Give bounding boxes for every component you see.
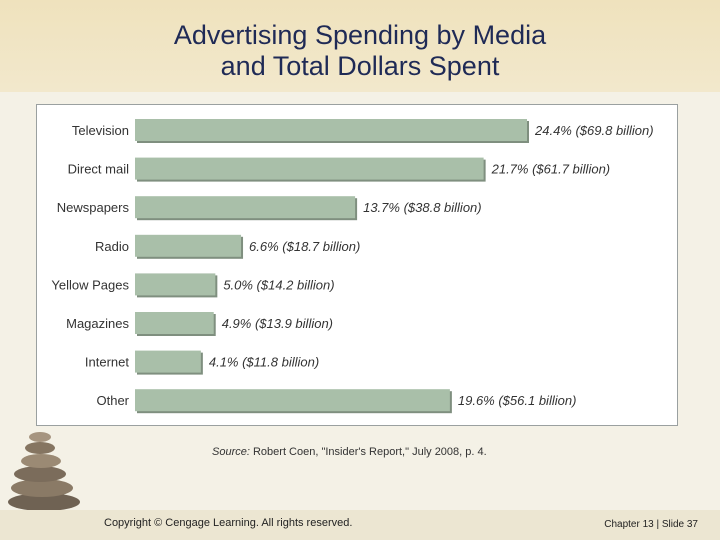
data-label: 24.4% ($69.8 billion) bbox=[534, 123, 654, 138]
data-label: 5.0% ($14.2 billion) bbox=[223, 277, 334, 292]
category-label: Other bbox=[96, 393, 129, 408]
data-label: 4.9% ($13.9 billion) bbox=[222, 316, 333, 331]
bar bbox=[135, 234, 242, 257]
bar-chart: Television 24.4% ($69.8 billion) Direct ma… bbox=[51, 119, 654, 414]
bar bbox=[135, 350, 201, 373]
category-label: Television bbox=[72, 123, 129, 138]
slide-title: Advertising Spending by Media and Total … bbox=[0, 20, 720, 82]
bar bbox=[135, 273, 216, 296]
data-label: 4.1% ($11.8 billion) bbox=[209, 355, 319, 370]
category-label: Direct mail bbox=[68, 162, 130, 177]
slide-number: Chapter 13 | Slide 37 bbox=[604, 519, 698, 530]
data-label: 21.7% ($61.7 billion) bbox=[491, 162, 611, 177]
data-label: 13.7% ($38.8 billion) bbox=[363, 200, 482, 215]
title-line-2: and Total Dollars Spent bbox=[220, 51, 500, 81]
category-label: Internet bbox=[85, 355, 129, 370]
bar bbox=[135, 312, 214, 334]
title-band bbox=[0, 0, 720, 92]
stones-illustration bbox=[8, 432, 80, 511]
data-label: 19.6% ($56.1 billion) bbox=[458, 393, 577, 408]
footer-band bbox=[0, 510, 720, 540]
copyright-text: Copyright © Cengage Learning. All rights… bbox=[104, 517, 353, 529]
category-label: Magazines bbox=[66, 316, 129, 331]
category-label: Newspapers bbox=[57, 200, 130, 215]
bar bbox=[135, 196, 356, 219]
category-label: Radio bbox=[95, 239, 129, 254]
title-line-1: Advertising Spending by Media bbox=[173, 20, 547, 50]
source-note: Source: Robert Coen, "Insider's Report,"… bbox=[212, 446, 487, 458]
category-label: Yellow Pages bbox=[51, 277, 129, 292]
source-text: Robert Coen, "Insider's Report," July 20… bbox=[252, 446, 487, 458]
bar bbox=[135, 119, 527, 141]
data-label: 6.6% ($18.7 billion) bbox=[249, 239, 360, 254]
bar bbox=[135, 389, 450, 412]
chart-container: Television 24.4% ($69.8 billion) Direct ma… bbox=[36, 104, 678, 426]
source-label: Source: bbox=[212, 446, 250, 458]
bar bbox=[135, 157, 484, 180]
